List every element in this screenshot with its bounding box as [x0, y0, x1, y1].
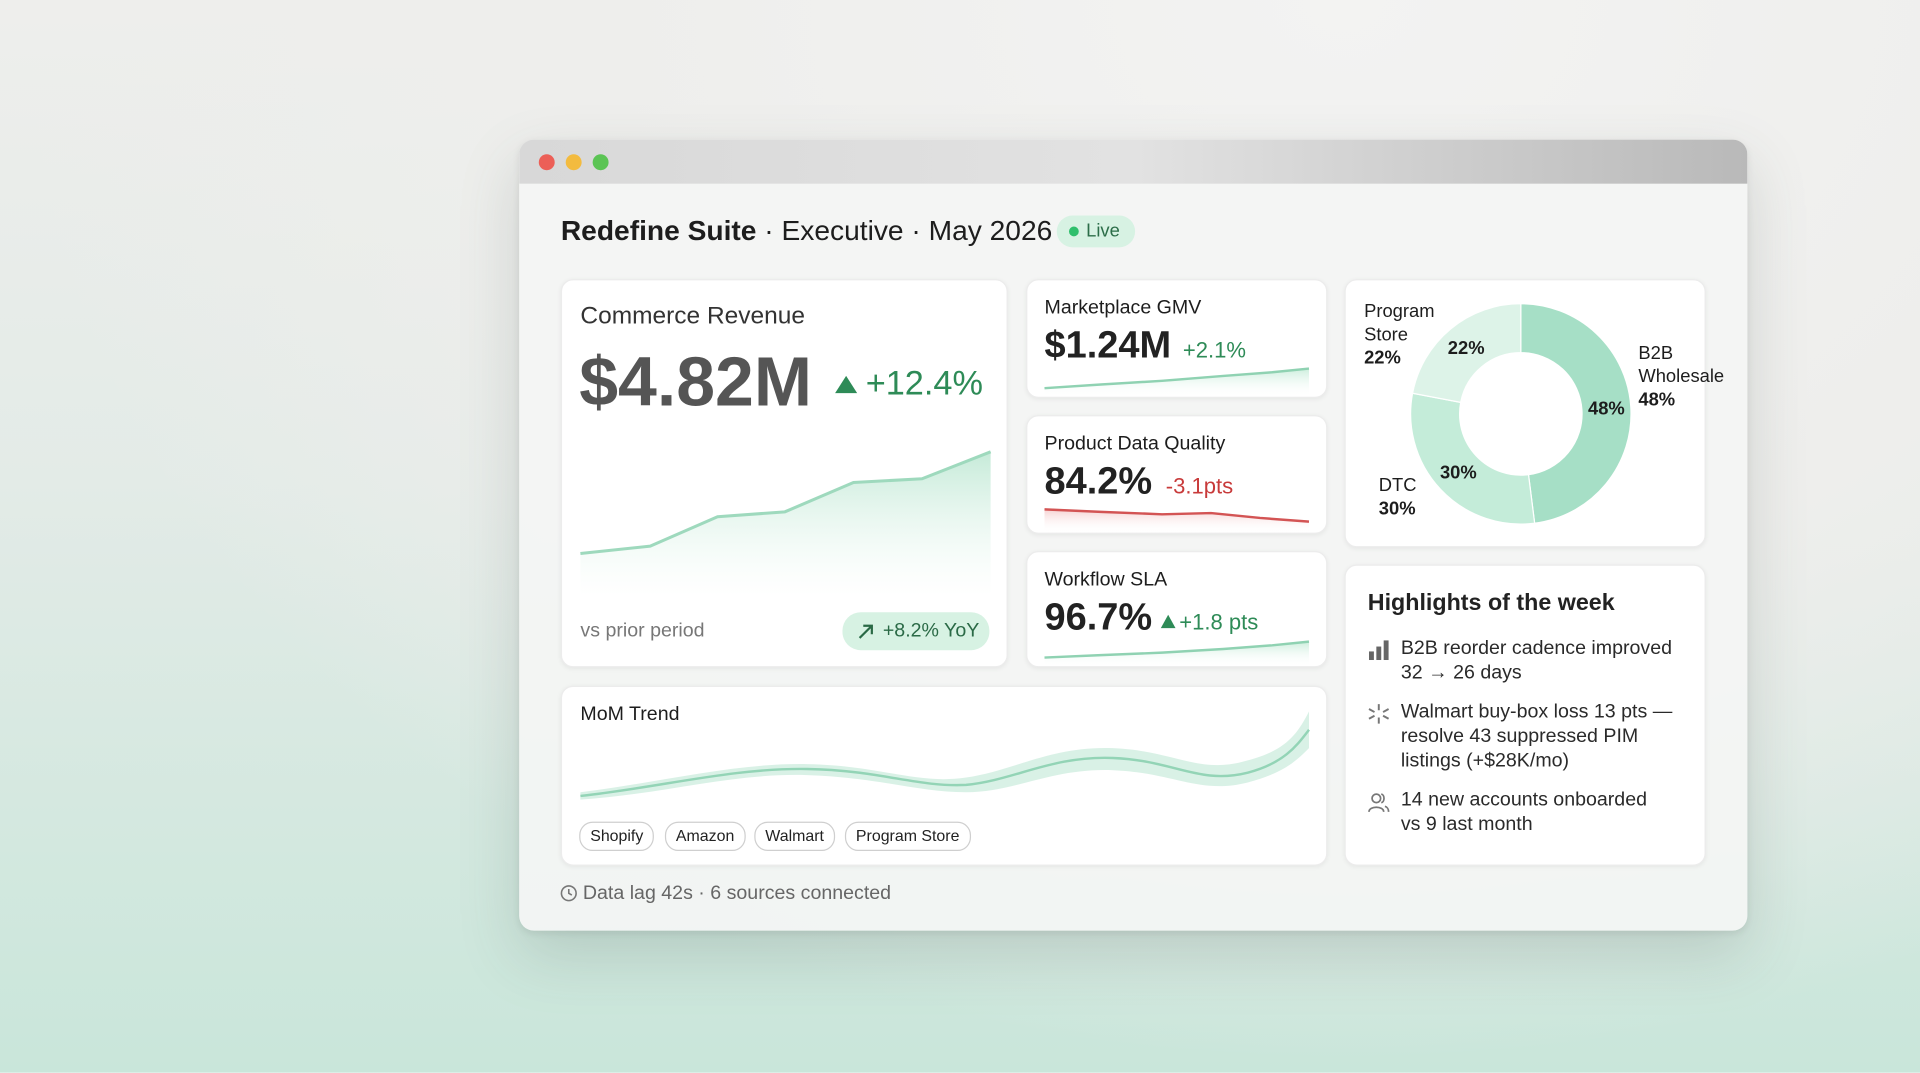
highlight-item: 14 new accounts onboarded vs 9 last mont… — [1400, 789, 1648, 836]
kpi-sparkline — [1044, 508, 1310, 533]
up-arrow — [1160, 614, 1176, 629]
source-tag[interactable]: Amazon — [664, 821, 746, 852]
kpi-value: 96.7% — [1044, 595, 1153, 638]
revenue-sparkline — [580, 450, 992, 597]
kpi-value: 84.2% — [1044, 459, 1153, 503]
up-arrow — [835, 375, 858, 394]
people-icon — [1368, 793, 1390, 813]
mix-card: 48% 30% 22% B2B Wholesale 48% DTC 30% Prog… — [1344, 279, 1724, 548]
source-tag[interactable]: Shopify — [579, 821, 655, 852]
trend-wave — [580, 711, 1310, 800]
kpi-change: +1.8 pts — [1179, 609, 1259, 635]
segment-label: 30% — [1440, 462, 1477, 483]
kpi-label: Workflow SLA — [1044, 569, 1168, 591]
yoy: +8.2% YoY — [882, 620, 980, 642]
source-tag[interactable]: Walmart — [754, 821, 835, 852]
kpi-label: Marketplace GMV — [1044, 297, 1202, 319]
highlights-title: Highlights of the week — [1367, 590, 1615, 616]
maximize-button[interactable] — [592, 154, 609, 171]
trend-icon — [858, 624, 873, 639]
highlight-item: Walmart buy-box loss 13 pts — resolve 43… — [1400, 701, 1673, 772]
title-bar — [519, 139, 1748, 184]
kpi-card: Workflow SLA 96.7% +1.8 pts — [1026, 551, 1328, 668]
donut-segment — [1410, 392, 1536, 525]
app-window: Redefine Suite · Executive · May 2026 Li… — [519, 139, 1748, 931]
kpi-change: +2.1% — [1182, 337, 1246, 363]
segment-label: 22% — [1448, 337, 1485, 358]
segment-name: B2B Wholesale — [1638, 342, 1725, 387]
kpi-card: Product Data Quality 84.2% -3.1pts — [1026, 415, 1328, 534]
suite-name: Redefine Suite — [560, 214, 757, 247]
close-button[interactable] — [538, 154, 555, 171]
source-tag[interactable]: Program Store — [844, 821, 971, 852]
kpi-change: -3.1pts — [1165, 473, 1234, 499]
footer-status: Data lag 42s · 6 sources connected — [582, 882, 892, 904]
kpi-card: Marketplace GMV $1.24M +2.1% — [1026, 279, 1328, 398]
minimize-button[interactable] — [565, 154, 582, 171]
context: · Executive · May 2026 — [764, 214, 1053, 247]
segment-pct: 22% — [1364, 347, 1401, 369]
segment-name: Program Store — [1364, 301, 1435, 346]
change: +12.4% — [865, 363, 983, 402]
live-label: Live — [1086, 220, 1120, 242]
header-title: Redefine Suite · Executive · May 2026 — [561, 214, 1052, 247]
yoy-pill: +8.2% YoY — [842, 612, 990, 651]
live-dot — [1068, 226, 1079, 237]
card-label: Commerce Revenue — [580, 302, 806, 330]
card-label: MoM Trend — [580, 704, 680, 725]
note: vs prior period — [580, 620, 705, 642]
donut-chart: 48% 30% 22% — [1410, 303, 1632, 525]
trend-card: MoM Trend Shopify Amazon Walmart Program… — [560, 685, 1328, 866]
highlight-item: B2B reorder cadence improved 32 → 26 day… — [1400, 637, 1672, 684]
spark-icon — [1368, 704, 1390, 724]
segment-pct: 30% — [1378, 498, 1416, 520]
legend-label: B2B Wholesale 48% — [1638, 342, 1736, 412]
kpi-label: Product Data Quality — [1044, 433, 1226, 455]
legend-label: Program Store 22% — [1364, 300, 1437, 370]
live-pill: Live — [1056, 215, 1136, 248]
donut-segment — [1520, 303, 1632, 524]
highlights-card: Highlights of the week B2B reorder caden… — [1344, 564, 1706, 866]
big-value: $4.82M — [579, 342, 812, 422]
segment-name: DTC — [1378, 475, 1417, 496]
segment-label: 48% — [1588, 398, 1625, 419]
revenue-card: Commerce Revenue $4.82M +12.4% vs prior … — [560, 279, 1008, 668]
bar-icon — [1368, 640, 1389, 661]
kpi-sparkline — [1044, 367, 1310, 397]
donut-segment — [1411, 303, 1522, 404]
legend-label: DTC 30% — [1379, 474, 1417, 521]
kpi-sparkline — [1044, 640, 1310, 667]
segment-pct: 48% — [1638, 389, 1676, 411]
kpi-value: $1.24M — [1044, 323, 1172, 367]
clock-icon — [560, 885, 577, 902]
